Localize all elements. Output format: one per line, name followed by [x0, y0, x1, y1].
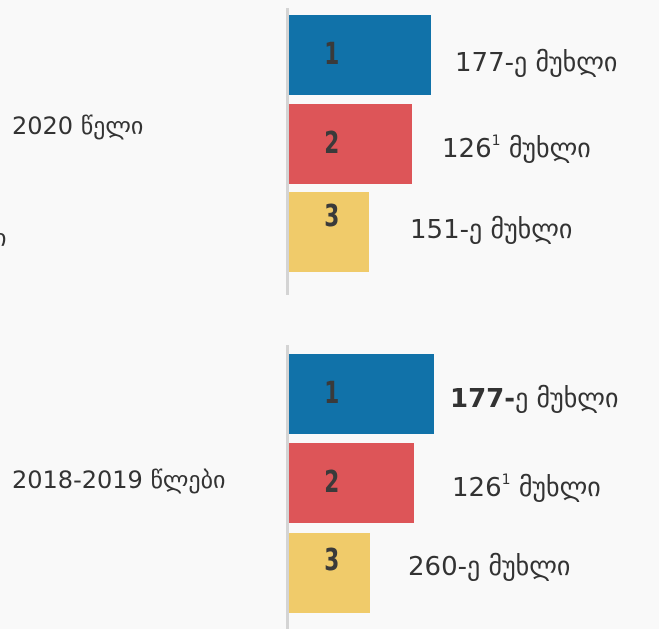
bar: 2: [289, 443, 414, 523]
axis-line: [286, 8, 289, 295]
text: 151-: [410, 215, 470, 245]
text: ე მუხლი: [467, 552, 571, 582]
text: მუხლი: [510, 473, 601, 503]
bar: 3: [289, 192, 369, 272]
rank: 3: [324, 543, 340, 578]
article-label: 177-ე მუხლი: [455, 48, 617, 78]
rank: 2: [324, 126, 340, 161]
rank: 1: [324, 376, 340, 411]
text: ე მუხლი: [515, 384, 619, 414]
article-label: 260-ე მუხლი: [408, 552, 570, 582]
text: 126: [452, 473, 502, 503]
article-label: 1261 მუხლი: [452, 472, 601, 503]
text: 177-: [455, 48, 515, 78]
axis-line: [286, 345, 289, 629]
rank: 2: [324, 465, 340, 500]
text: ე მუხლი: [514, 48, 618, 78]
text: 1: [501, 472, 511, 488]
text: მუხლი: [500, 134, 591, 164]
rank: 1: [324, 37, 340, 72]
bar: 3: [289, 533, 370, 613]
bar: 1: [289, 354, 434, 434]
text: 1: [491, 133, 501, 149]
text: ე მუხლი: [469, 215, 573, 245]
article-label: 177-ე მუხლი: [450, 384, 618, 414]
rank: 3: [324, 199, 340, 234]
article-label: 1261 მუხლი: [442, 133, 591, 164]
year-label: 2018-2019 წლები: [12, 466, 226, 494]
text: 177-: [450, 384, 516, 414]
bar: 2: [289, 104, 412, 184]
bar: 1: [289, 15, 431, 95]
text: 126: [442, 134, 492, 164]
article-label: 151-ე მუხლი: [410, 215, 572, 245]
text: 260-: [408, 552, 468, 582]
fragment: ი: [0, 224, 7, 252]
year-label: 2020 წელი: [12, 112, 144, 140]
